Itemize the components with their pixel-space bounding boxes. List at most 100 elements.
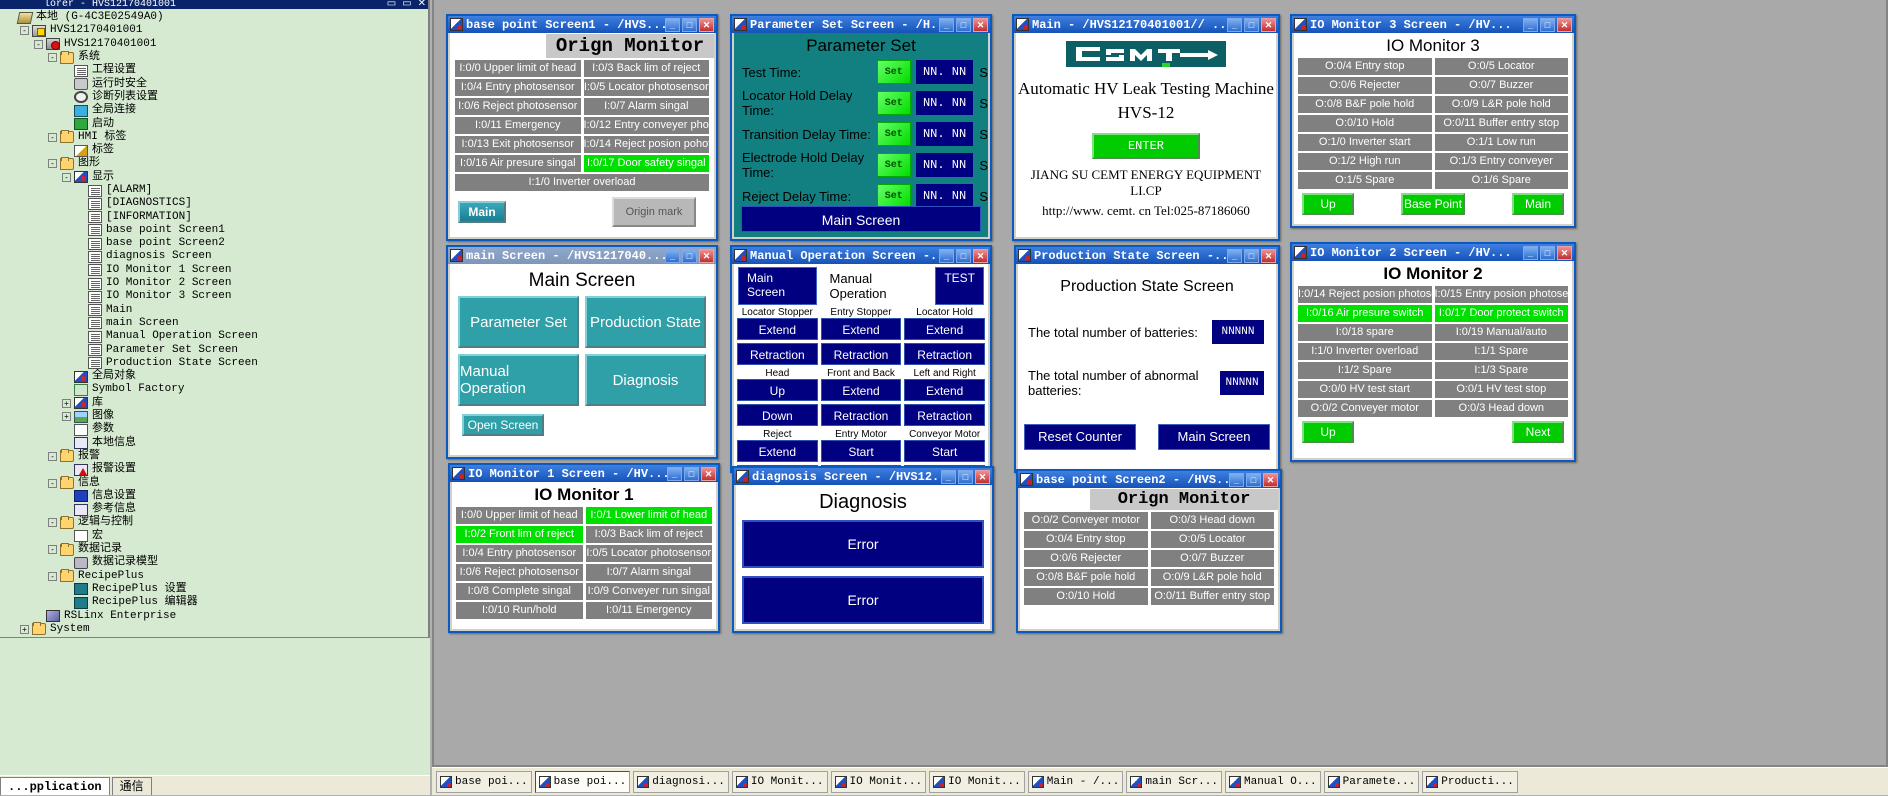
window-buttons[interactable]: _ □ ✕ bbox=[1523, 17, 1572, 32]
set-button[interactable]: Set bbox=[876, 60, 911, 84]
tree-item[interactable]: Main bbox=[0, 304, 428, 317]
tree-item[interactable]: - HMI 标签 bbox=[0, 130, 428, 144]
tree-item[interactable]: [DIAGNOSTICS] bbox=[0, 197, 428, 210]
window-buttons[interactable]: _ □ ✕ bbox=[665, 248, 714, 263]
titlebar[interactable]: diagnosis Screen - /HVS12... _ □ ✕ bbox=[734, 468, 992, 485]
tree-item[interactable]: - 图形 bbox=[0, 156, 428, 170]
maximize-icon[interactable]: □ bbox=[684, 466, 699, 481]
tree-item[interactable]: 本地 (G-4C3E02549A0) bbox=[0, 11, 428, 24]
collapse-icon[interactable]: - bbox=[48, 478, 57, 488]
nav-button[interactable]: Base Point bbox=[1401, 193, 1465, 215]
titlebar[interactable]: Production State Screen -... _ □ ✕ bbox=[1016, 247, 1278, 264]
tree-item[interactable]: 启动 bbox=[0, 117, 428, 131]
tree-item[interactable]: - 逻辑与控制 bbox=[0, 515, 428, 529]
close-icon[interactable]: ✕ bbox=[699, 17, 714, 32]
project-tree[interactable]: 本地 (G-4C3E02549A0) - HVS12170401001- HVS121… bbox=[0, 9, 428, 637]
tree-item[interactable]: - 显示 bbox=[0, 171, 428, 184]
set-button[interactable]: Set bbox=[876, 122, 911, 146]
control-button[interactable]: Extend bbox=[737, 440, 818, 462]
minimize-icon[interactable]: _ bbox=[939, 17, 954, 32]
window-buttons[interactable]: _ □ ✕ bbox=[1229, 472, 1278, 487]
maximize-icon[interactable]: □ bbox=[1244, 248, 1259, 263]
tree-item[interactable]: IO Monitor 3 Screen bbox=[0, 290, 428, 303]
minimize-icon[interactable]: _ bbox=[665, 248, 680, 263]
collapse-icon[interactable]: - bbox=[20, 26, 29, 36]
control-button[interactable]: Retraction bbox=[737, 343, 818, 365]
taskbar-button[interactable]: Manual O... bbox=[1225, 770, 1321, 793]
nav-button[interactable]: Diagnosis bbox=[585, 354, 706, 406]
nav-button[interactable]: Manual Operation bbox=[458, 354, 579, 406]
tree-item[interactable]: main Screen bbox=[0, 317, 428, 330]
close-icon[interactable]: ✕ bbox=[699, 248, 714, 263]
window-buttons[interactable]: _ □ ✕ bbox=[939, 17, 988, 32]
parameter-value[interactable]: NN. NN bbox=[915, 153, 974, 177]
window-io-monitor-2[interactable]: IO Monitor 2 Screen - /HV... _ □ ✕ IO Mo… bbox=[1290, 242, 1576, 462]
tree-item[interactable]: - 报警 bbox=[0, 449, 428, 463]
nav-button[interactable]: Next bbox=[1512, 421, 1564, 443]
control-button[interactable]: Extend bbox=[904, 318, 985, 340]
nav-button[interactable]: Up bbox=[1302, 193, 1354, 215]
window-buttons[interactable]: _ □ ✕ bbox=[665, 17, 714, 32]
tree-item[interactable]: IO Monitor 1 Screen bbox=[0, 264, 428, 277]
window-diagnosis[interactable]: diagnosis Screen - /HVS12... _ □ ✕ Diagn… bbox=[732, 466, 994, 633]
nav-button-row[interactable]: Up Base Point Main bbox=[1294, 189, 1572, 215]
minimize-icon[interactable]: _ bbox=[1523, 17, 1538, 32]
close-icon[interactable]: ✕ bbox=[1261, 248, 1276, 263]
tab[interactable]: Main Screen bbox=[738, 267, 817, 305]
tree-item[interactable]: base point Screen2 bbox=[0, 237, 428, 250]
main-screen-button[interactable]: Main Screen bbox=[741, 206, 981, 232]
tree-item[interactable]: 诊断列表设置 bbox=[0, 91, 428, 104]
window-base-point-screen1[interactable]: base point Screen1 - /HVS... _ □ ✕ Orign… bbox=[446, 14, 718, 241]
tree-item[interactable]: 本地信息 bbox=[0, 437, 428, 450]
minimize-icon[interactable]: _ bbox=[941, 469, 956, 484]
explorer-tab-row[interactable]: ...pplication 通信 bbox=[0, 775, 430, 795]
tree-item[interactable]: 参数 bbox=[0, 423, 428, 436]
tree-item[interactable]: 标签 bbox=[0, 144, 428, 157]
nav-button-row[interactable]: Up Next bbox=[1294, 417, 1572, 443]
close-icon[interactable]: ✕ bbox=[1261, 17, 1276, 32]
minimize-icon[interactable]: _ bbox=[667, 466, 682, 481]
tree-item[interactable]: 信息设置 bbox=[0, 490, 428, 503]
window-io-monitor-1[interactable]: IO Monitor 1 Screen - /HV... _ □ ✕ IO Mo… bbox=[448, 463, 720, 633]
collapse-icon[interactable]: - bbox=[48, 518, 57, 528]
collapse-icon[interactable]: - bbox=[48, 571, 57, 581]
close-icon[interactable]: ✕ bbox=[975, 469, 990, 484]
tree-item[interactable]: - HVS12170401001 bbox=[0, 24, 428, 37]
tree-item[interactable]: - 信息 bbox=[0, 476, 428, 490]
tree-item[interactable]: RSLinx Enterprise bbox=[0, 609, 428, 622]
window-buttons[interactable]: _ □ ✕ bbox=[1523, 245, 1572, 260]
close-icon[interactable]: ✕ bbox=[1557, 17, 1572, 32]
collapse-icon[interactable]: - bbox=[48, 132, 57, 142]
minimize-icon[interactable]: _ bbox=[665, 17, 680, 32]
control-button[interactable]: Up bbox=[737, 379, 818, 401]
tab[interactable]: TEST bbox=[935, 267, 984, 305]
titlebar[interactable]: Parameter Set Screen - /H... _ □ ✕ bbox=[732, 16, 990, 33]
maximize-icon[interactable]: □ bbox=[1246, 472, 1261, 487]
tree-item[interactable]: Parameter Set Screen bbox=[0, 343, 428, 357]
titlebar[interactable]: IO Monitor 2 Screen - /HV... _ □ ✕ bbox=[1292, 244, 1574, 261]
minimize-icon[interactable]: _ bbox=[1229, 472, 1244, 487]
control-button[interactable]: Retraction bbox=[820, 404, 902, 426]
titlebar[interactable]: main Screen - /HVS1217040... _ □ ✕ bbox=[448, 247, 716, 264]
window-base-point-screen2[interactable]: base point Screen2 - /HVS... _ □ ✕ Orign… bbox=[1016, 469, 1282, 633]
expand-icon[interactable]: + bbox=[62, 412, 71, 422]
taskbar-button[interactable]: IO Monit... bbox=[929, 770, 1025, 793]
maximize-icon[interactable]: □ bbox=[1244, 17, 1259, 32]
window-production-state[interactable]: Production State Screen -... _ □ ✕ Produ… bbox=[1014, 245, 1280, 473]
explorer-tab[interactable]: ...pplication bbox=[0, 777, 110, 795]
tree-item[interactable]: 宏 bbox=[0, 530, 428, 543]
maximize-icon[interactable]: □ bbox=[956, 248, 971, 263]
tree-item[interactable]: Manual Operation Screen bbox=[0, 330, 428, 343]
window-buttons[interactable]: _ □ ✕ bbox=[939, 248, 988, 263]
tree-item[interactable]: IO Monitor 2 Screen bbox=[0, 277, 428, 290]
tree-item[interactable]: 全局连接 bbox=[0, 104, 428, 117]
window-io-monitor-3[interactable]: IO Monitor 3 Screen - /HV... _ □ ✕ IO Mo… bbox=[1290, 14, 1576, 228]
titlebar[interactable]: IO Monitor 3 Screen - /HV... _ □ ✕ bbox=[1292, 16, 1574, 33]
control-button[interactable]: Down bbox=[737, 404, 818, 426]
close-icon[interactable]: ✕ bbox=[1263, 472, 1278, 487]
maximize-icon[interactable]: □ bbox=[682, 17, 697, 32]
tree-item[interactable]: Symbol Factory bbox=[0, 383, 428, 396]
collapse-icon[interactable]: - bbox=[48, 159, 57, 169]
tree-item[interactable]: - 系统 bbox=[0, 50, 428, 64]
window-manual-operation[interactable]: Manual Operation Screen -... _ □ ✕ Main … bbox=[730, 245, 992, 473]
